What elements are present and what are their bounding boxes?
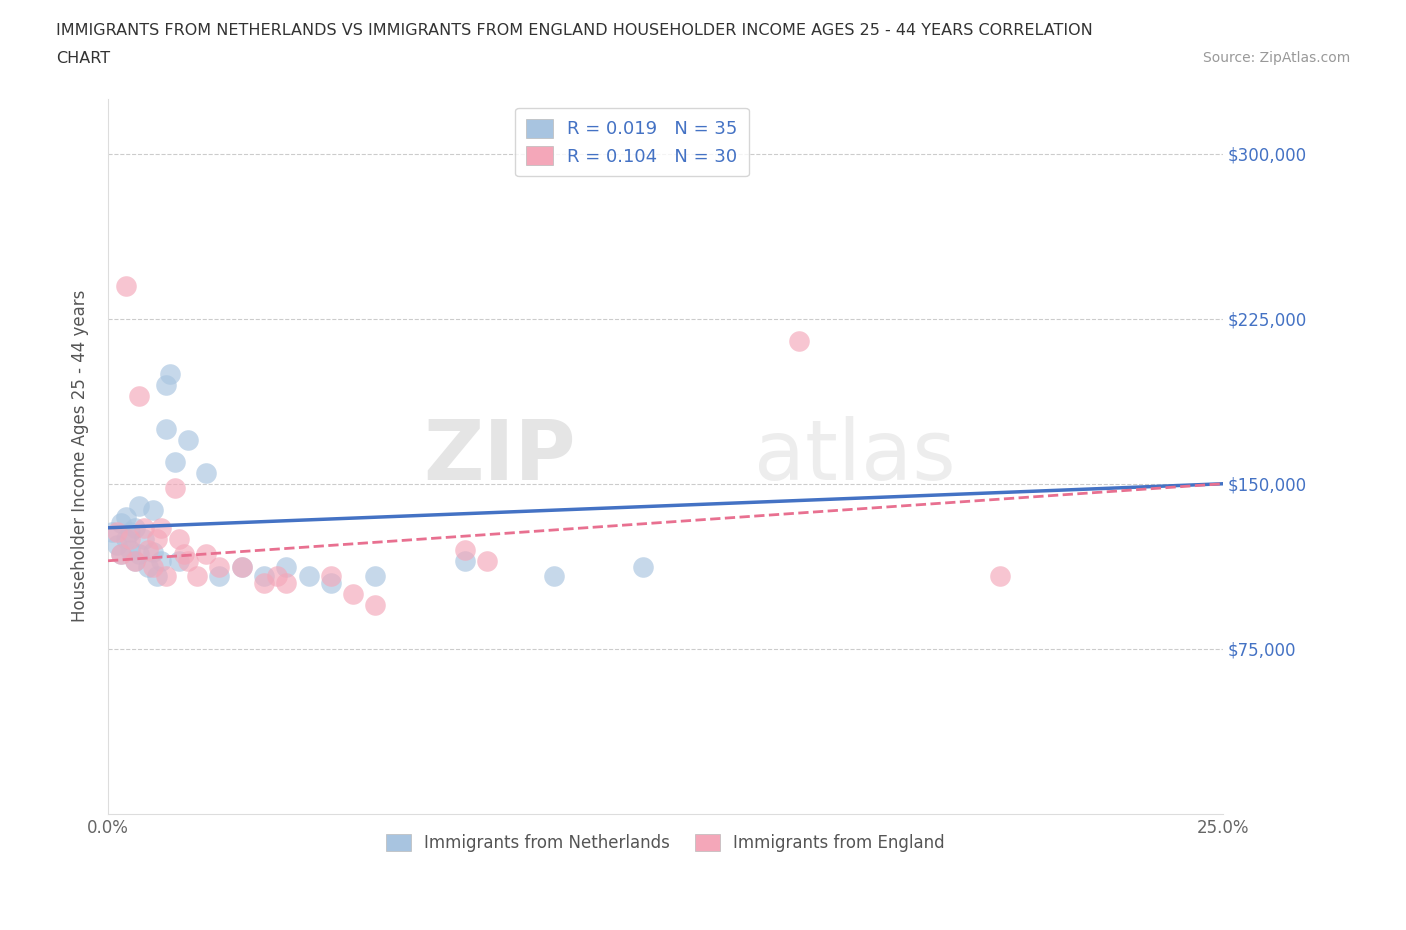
Point (155, 421, 177, 436)
Point (136, 542, 159, 557)
Point (453, 542, 475, 557)
Point (142, 545, 165, 560)
Text: Source: ZipAtlas.com: Source: ZipAtlas.com (1202, 51, 1350, 65)
Point (364, 569, 387, 584)
Point (142, 560, 165, 575)
Point (195, 547, 218, 562)
Point (787, 333, 810, 348)
Point (208, 560, 231, 575)
Point (163, 481, 186, 496)
Point (177, 432, 200, 447)
Point (110, 547, 132, 562)
Point (132, 521, 155, 536)
Point (105, 538, 128, 552)
Point (110, 516, 132, 531)
Point (159, 366, 181, 381)
Point (150, 521, 173, 536)
Point (364, 597, 387, 612)
Point (124, 521, 146, 536)
Point (128, 498, 150, 513)
Point (146, 531, 169, 546)
Point (155, 569, 177, 584)
Point (132, 531, 155, 546)
Point (155, 378, 177, 392)
Text: CHART: CHART (56, 51, 110, 66)
Point (253, 569, 276, 584)
Text: ZIP: ZIP (423, 416, 576, 497)
Legend: Immigrants from Netherlands, Immigrants from England: Immigrants from Netherlands, Immigrants … (380, 828, 952, 859)
Point (453, 553, 475, 568)
Point (114, 278, 136, 293)
Point (110, 547, 132, 562)
Point (101, 525, 124, 539)
Point (208, 569, 231, 584)
Text: atlas: atlas (755, 416, 956, 497)
Point (124, 553, 146, 568)
Point (475, 553, 498, 568)
Point (266, 569, 288, 584)
Point (163, 455, 186, 470)
Point (114, 510, 136, 525)
Point (173, 547, 195, 562)
Point (105, 525, 128, 539)
Point (543, 569, 565, 584)
Point (177, 553, 200, 568)
Point (231, 560, 253, 575)
Point (342, 586, 364, 601)
Point (136, 560, 159, 575)
Point (319, 576, 342, 591)
Point (253, 576, 276, 591)
Point (231, 560, 253, 575)
Point (128, 389, 150, 404)
Point (114, 531, 136, 546)
Point (186, 569, 208, 584)
Point (146, 569, 169, 584)
Point (120, 542, 142, 557)
Point (150, 553, 173, 568)
Point (120, 531, 142, 546)
Y-axis label: Householder Income Ages 25 - 44 years: Householder Income Ages 25 - 44 years (72, 290, 89, 622)
Point (120, 525, 142, 539)
Point (169, 553, 191, 568)
Point (128, 547, 150, 562)
Point (142, 503, 165, 518)
Point (276, 560, 298, 575)
Text: IMMIGRANTS FROM NETHERLANDS VS IMMIGRANTS FROM ENGLAND HOUSEHOLDER INCOME AGES 2: IMMIGRANTS FROM NETHERLANDS VS IMMIGRANT… (56, 23, 1092, 38)
Point (988, 569, 1011, 584)
Point (297, 569, 319, 584)
Point (124, 553, 146, 568)
Point (169, 531, 191, 546)
Point (195, 465, 218, 480)
Point (319, 569, 342, 584)
Point (631, 560, 654, 575)
Point (276, 576, 298, 591)
